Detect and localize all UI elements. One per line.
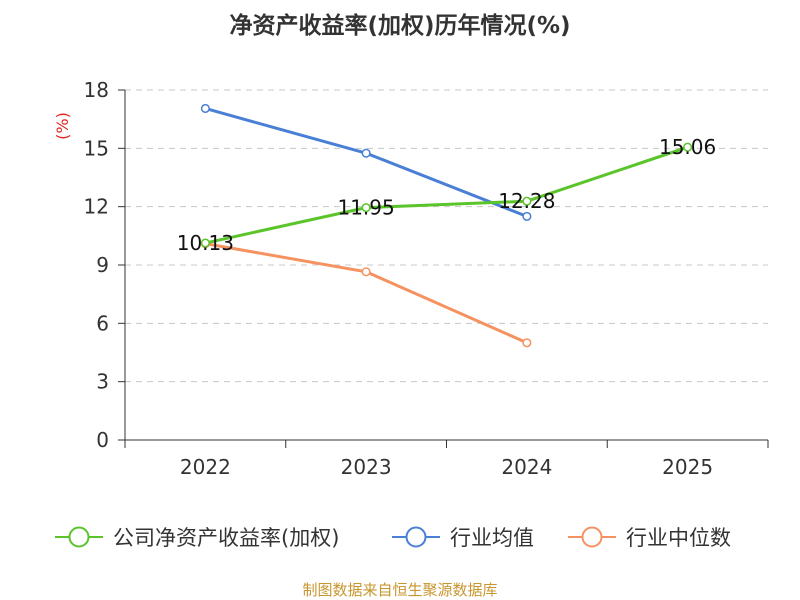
series-point — [522, 211, 532, 221]
series-point — [361, 203, 371, 213]
series-point — [522, 338, 532, 348]
legend-swatch-marker — [405, 526, 427, 548]
data-labels: 10.13 11.95 12.28 15.06 — [177, 135, 717, 255]
x-tick-label: 2022 — [180, 455, 231, 479]
y-tick-label: 12 — [84, 195, 109, 219]
legend-swatch-marker — [581, 526, 603, 548]
y-tick-label: 9 — [96, 253, 109, 277]
source-note: 制图数据来自恒生聚源数据库 — [302, 581, 497, 599]
chart-title: 净资产收益率(加权)历年情况(%) — [229, 12, 570, 39]
legend-label: 行业中位数 — [626, 526, 731, 550]
y-tick-label: 6 — [96, 311, 109, 335]
data-label: 15.06 — [659, 135, 716, 159]
y-tick-label: 18 — [84, 78, 109, 102]
series-point — [361, 267, 371, 277]
legend: 公司净资产收益率(加权) 行业均值 行业中位数 — [55, 526, 731, 550]
legend-label: 行业均值 — [450, 526, 534, 550]
y-tick-label: 3 — [96, 370, 109, 394]
data-label: 12.28 — [498, 189, 555, 213]
series-point — [200, 103, 210, 114]
y-tick-label: 0 — [96, 428, 109, 452]
x-tick-label: 2025 — [662, 455, 713, 479]
legend-label: 公司净资产收益率(加权) — [113, 526, 339, 550]
y-tick-label: 15 — [84, 136, 109, 160]
data-label: 11.95 — [337, 196, 394, 220]
y-axis-unit-label: (%) — [53, 112, 72, 140]
series-line — [205, 242, 528, 345]
x-tick-label: 2023 — [341, 455, 392, 479]
series-point — [361, 148, 371, 158]
series-point — [522, 196, 532, 206]
series-point — [683, 142, 693, 152]
x-tick-label: 2024 — [501, 455, 552, 479]
series-point — [200, 238, 210, 248]
legend-swatch-marker — [68, 526, 90, 548]
series-group — [200, 103, 693, 348]
data-label: 10.13 — [177, 231, 234, 255]
gridlines — [125, 89, 768, 383]
axes: 0 3 6 9 12 15 18 2022 2023 2024 2025 — [84, 78, 769, 479]
series-line — [205, 145, 689, 245]
